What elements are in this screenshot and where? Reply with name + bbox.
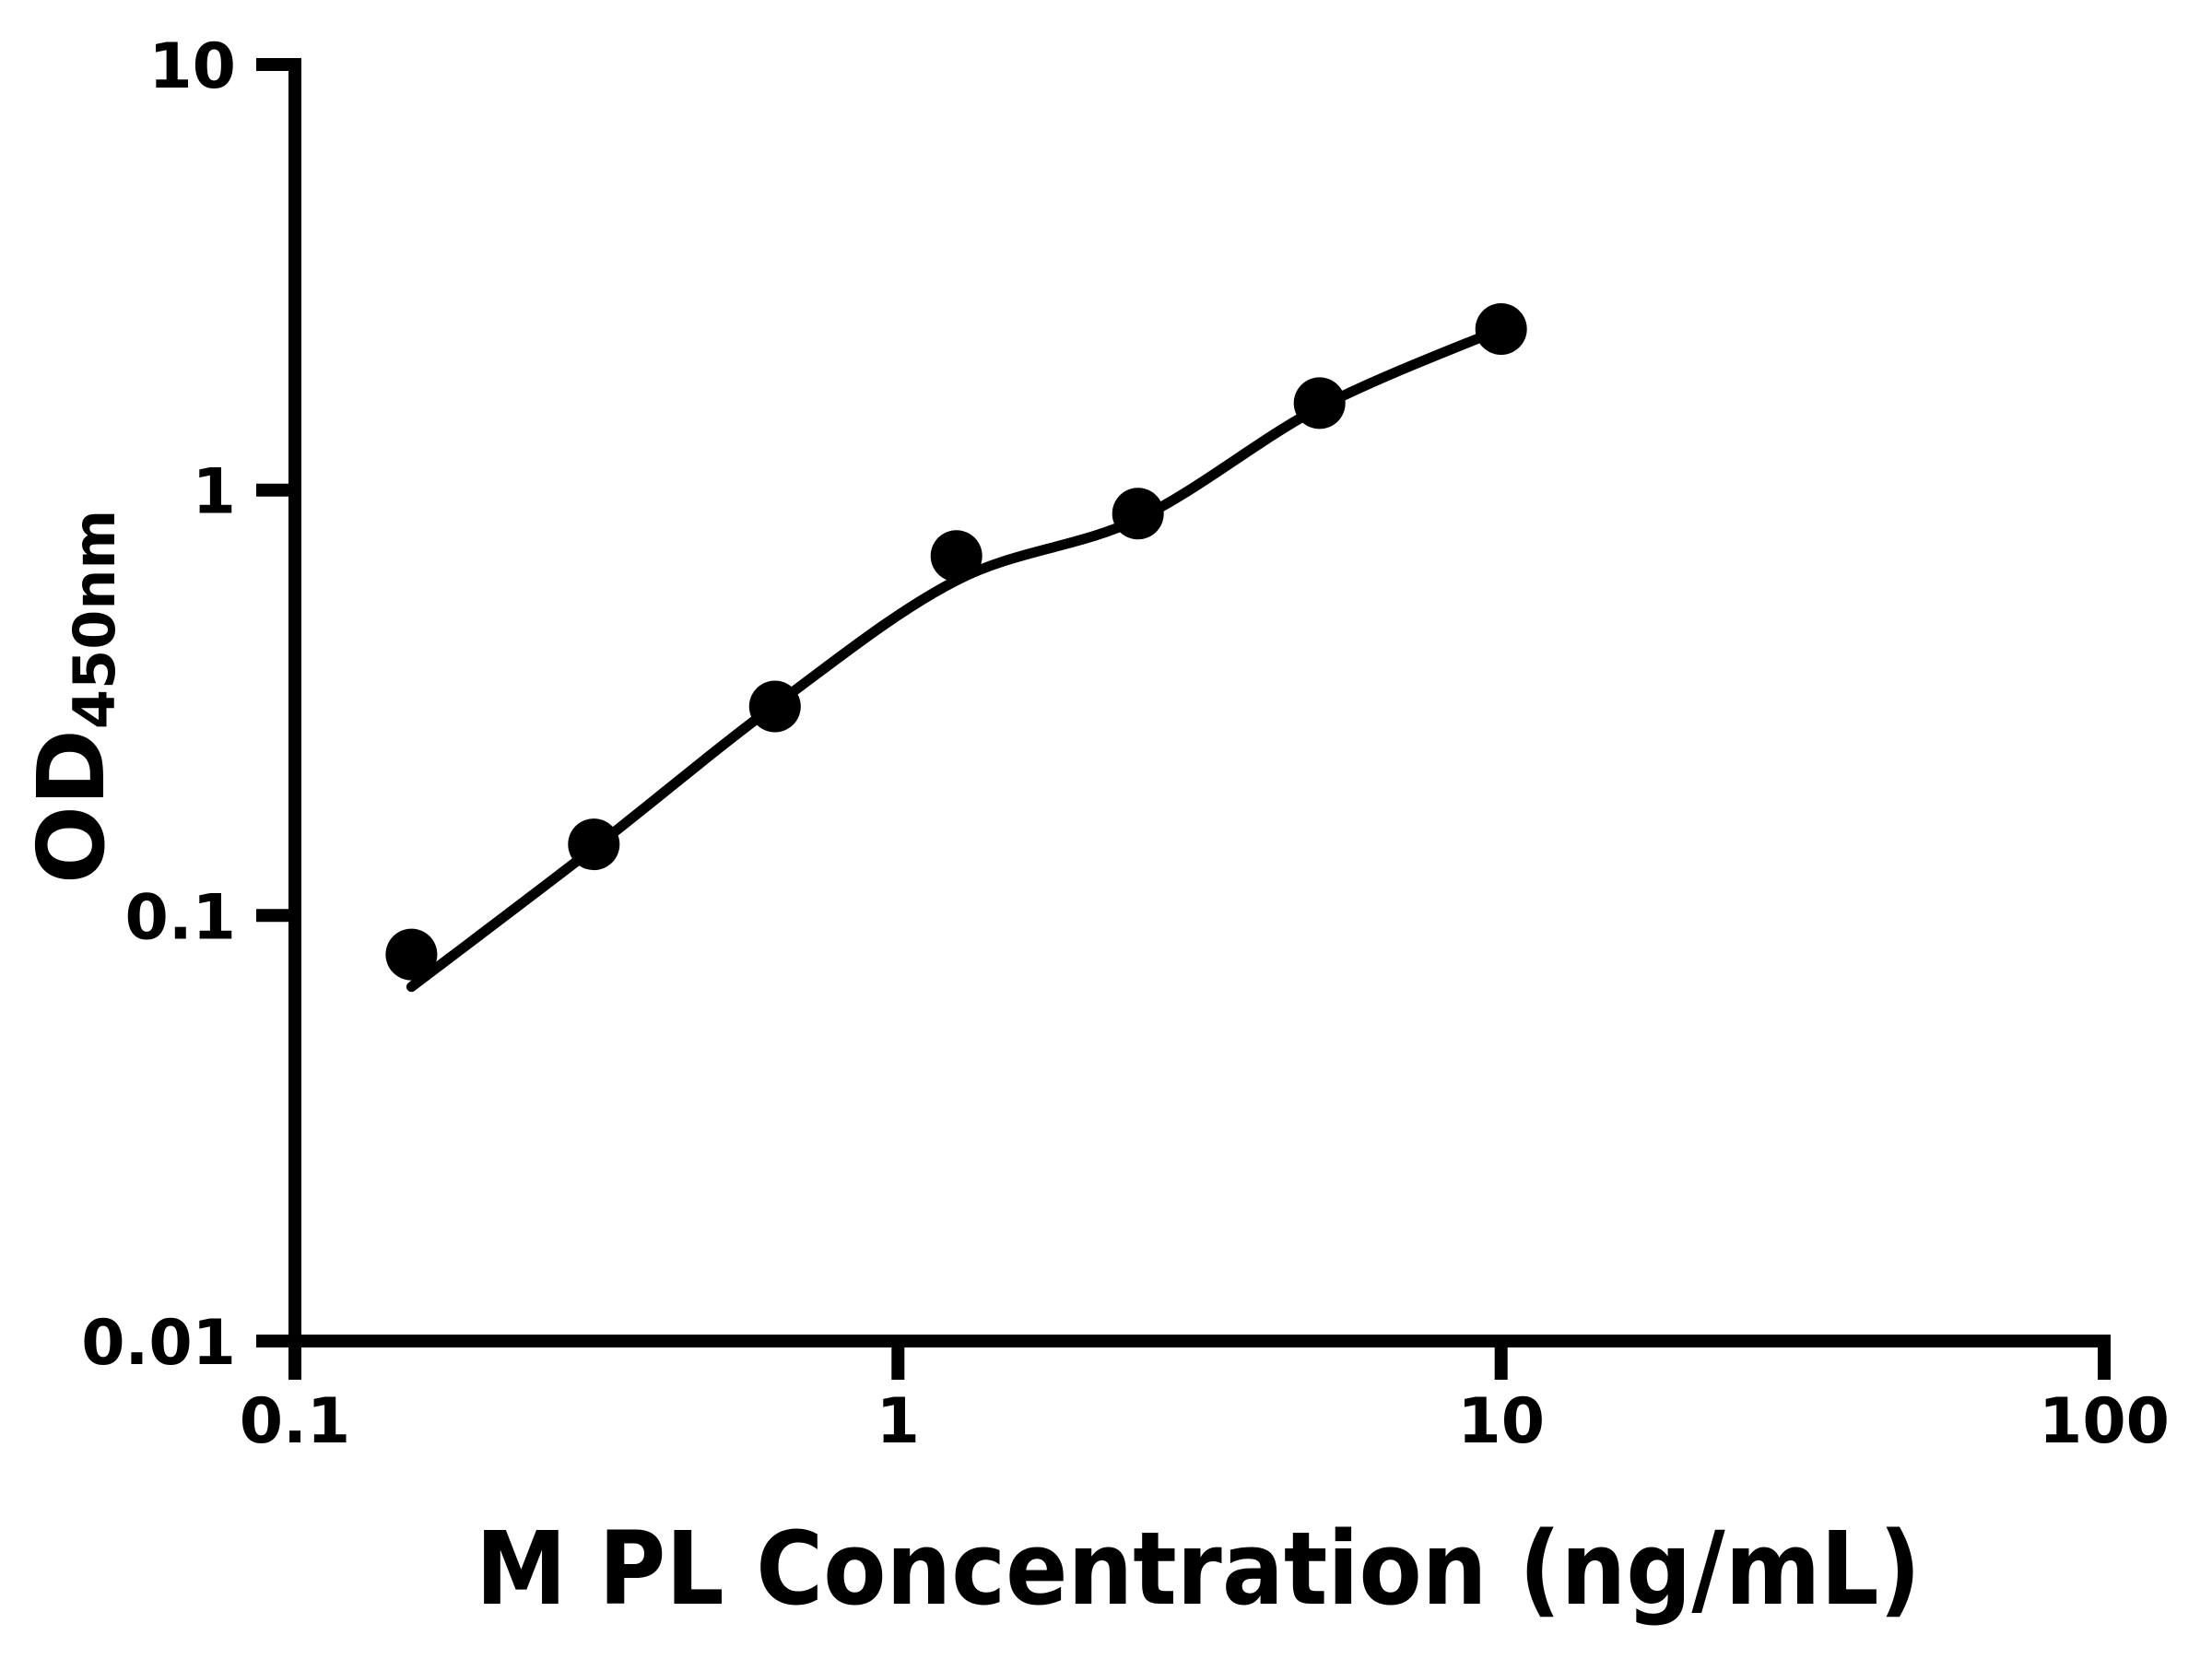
x-tick-label: 100 — [2039, 1385, 2170, 1458]
y-axis-title: OD450nm — [18, 510, 128, 884]
y-tick-label: 0.1 — [125, 881, 236, 954]
x-tick-label: 0.1 — [240, 1385, 350, 1458]
data-point — [568, 818, 620, 871]
y-tick-label: 0.01 — [81, 1307, 236, 1380]
y-axis-title-main: OD — [18, 729, 125, 884]
x-tick-label: 10 — [1457, 1385, 1545, 1458]
data-point — [1475, 303, 1527, 355]
fit-curve-line — [406, 324, 1507, 993]
data-point — [930, 530, 982, 582]
data-point — [1112, 488, 1164, 540]
plot-area — [385, 303, 1527, 993]
y-tick-label: 1 — [193, 456, 236, 529]
data-point — [1293, 377, 1346, 429]
x-tick-label: 1 — [877, 1385, 920, 1458]
data-point — [385, 928, 438, 981]
axes — [288, 58, 2111, 1347]
x-axis-title: M PL Concentration (ng/mL) — [476, 1510, 1921, 1628]
y-tick-label: 10 — [148, 30, 236, 103]
data-point — [748, 680, 801, 733]
axis-ticks — [256, 58, 2111, 1380]
y-axis-title-subscript: 450nm — [61, 510, 128, 729]
